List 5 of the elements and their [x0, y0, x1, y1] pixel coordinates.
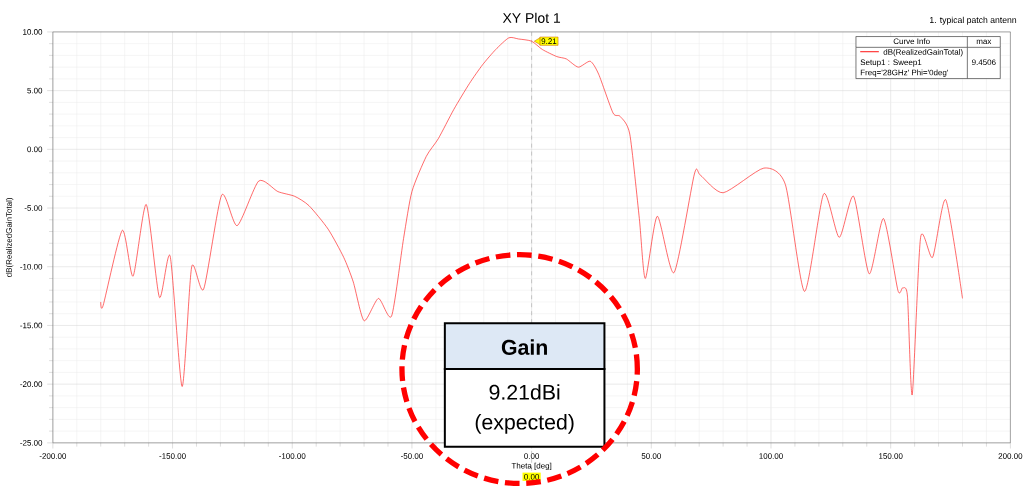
chart-title: XY Plot 1	[502, 12, 561, 24]
annotation: Gain	[501, 339, 547, 356]
annotation: (expected)	[475, 414, 574, 434]
annotation: 9.21dBi	[489, 384, 560, 400]
text: 1. typical patch antenn	[930, 16, 1017, 25]
